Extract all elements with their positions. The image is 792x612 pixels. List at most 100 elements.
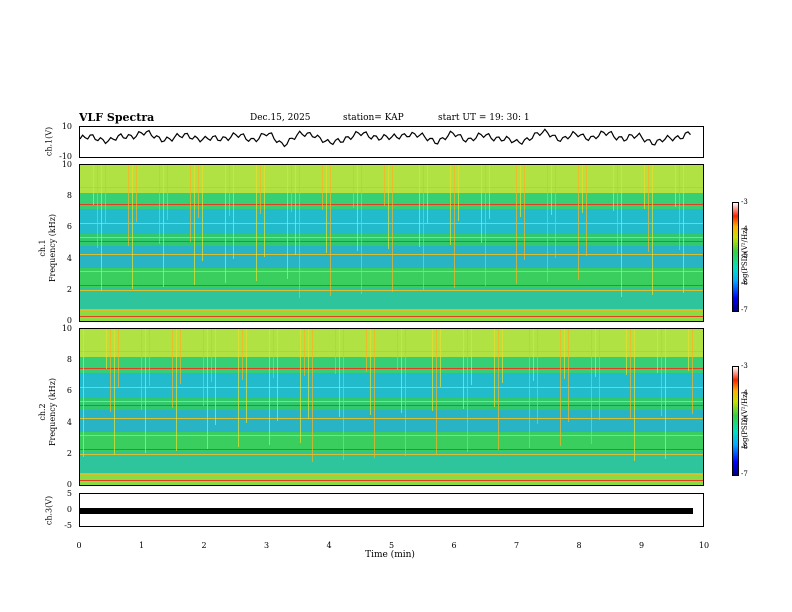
spectrogram-line-6 [80,241,703,243]
ch1-waveform-svg [80,128,691,148]
spectrogram-sferic-33 [229,165,230,216]
spectrogram-sferic-7 [172,329,173,408]
spectrogram-sferic-22 [401,329,402,413]
spectrogram-line-9 [80,368,703,369]
spec1-ytick-4: 4 [66,253,72,263]
x-tick-label-9: 9 [638,541,645,550]
spectrogram-sferic-13 [141,329,142,410]
colorbar1-tick--3: -3 [741,198,748,206]
spectrogram-line-9 [80,204,703,205]
spectrogram-line-4 [80,435,703,437]
spectrogram-line-6 [80,405,703,407]
spectrogram-sferic-38 [114,329,115,455]
spec2-ytick-0: 0 [66,480,72,489]
spectrogram-sferic-13 [128,165,129,246]
spectrogram-line-0 [80,480,703,482]
spectrogram-sferic-44 [83,329,84,457]
spectrogram-sferic-40 [295,165,296,255]
spectrogram-sferic-1 [190,165,191,242]
colorbar2-tick--3: -3 [741,362,748,370]
x-tick-label-2: 2 [201,541,207,550]
spectrogram-sferic-45 [180,329,181,384]
spectrogram-sferic-40 [308,329,309,419]
spectrogram-sferic-3 [397,329,398,370]
spectrogram-sferic-47 [361,165,362,294]
spectrogram-sferic-34 [339,329,340,417]
x-tick-label-5: 5 [388,541,395,550]
ch2-spectrogram-ylabel-freq: Frequency (kHz) [48,377,57,447]
spec2-ytick-10: 10 [61,324,72,333]
spec2-ytick-2: 2 [66,448,72,458]
x-tick-label-1: 1 [138,541,145,550]
ch1-spectrogram-ylabel-freq: Frequency (kHz) [48,213,57,283]
spectrogram-line-7 [80,400,703,402]
spectrogram-band-7 [80,472,703,485]
spec1-ytick-6: 6 [66,222,72,232]
date-label: Dec.15, 2025 [250,113,311,123]
colorbar1-tick--5: -5 [741,252,748,260]
spectrogram-sferic-28 [357,165,358,251]
spectrogram-sferic-50 [665,329,666,459]
spectrogram-sferic-1 [203,329,204,406]
spectrogram-line-3 [80,449,703,451]
x-tick-label-6: 6 [451,541,457,550]
spectrogram-sferic-12 [657,329,658,373]
spectrogram-sferic-4 [481,165,482,243]
spectrogram-sferic-21 [291,165,292,212]
spectrogram-line-4 [80,271,703,273]
spectrogram-line-7 [80,236,703,238]
spectrogram-sferic-10 [450,165,451,245]
spectrogram-sferic-4 [494,329,495,407]
spectrogram-sferic-5 [591,329,592,444]
spectrogram-sferic-19 [110,329,111,412]
spectrogram-line-5 [80,253,703,255]
spectrogram-sferic-17 [529,329,530,448]
ch1-waveform-panel [79,126,704,158]
spectrogram-sferic-36 [533,329,534,381]
spectrogram-sferic-8 [256,165,257,281]
spectrogram-sferic-56 [621,165,622,297]
spec2-ytick-4: 4 [66,417,72,427]
spectrogram-sferic-59 [299,165,300,298]
spectrogram-sferic-33 [242,329,243,380]
spectrogram-sferic-48 [458,165,459,221]
station-label: station= KAP [343,113,404,123]
spectrogram-sferic-25 [679,165,680,250]
spectrogram-sferic-9 [366,329,367,372]
colorbar1-tick--7: -7 [741,306,748,314]
spectrogram-sferic-0 [93,165,94,205]
spectrogram-sferic-17 [516,165,517,284]
spectrogram-sferic-16 [432,329,433,411]
spectrogram-sferic-8 [269,329,270,445]
spectrogram-sferic-37 [630,329,631,418]
colorbar2-tick--7: -7 [741,470,748,478]
ch1-colorbar-label: log(PSD)(V²/Hz) [741,227,749,285]
spectrogram-sferic-31 [661,329,662,416]
spectrogram-sferic-22 [388,165,389,249]
colorbar2-tick--4: -4 [741,389,748,397]
spectrogram-line-0 [80,316,703,318]
spectrogram-sferic-18 [613,165,614,211]
spectrogram-band-0 [80,329,703,358]
start-time-label: start UT = 19: 30: 1 [438,113,530,123]
colorbar2-tick--5: -5 [741,416,748,424]
spectrogram-sferic-56 [634,329,635,461]
spectrogram-sferic-3 [384,165,385,206]
spectrogram-sferic-49 [555,165,556,258]
spectrogram-sferic-41 [405,329,406,456]
spectrogram-sferic-51 [149,329,150,386]
spectrogram-sferic-46 [277,329,278,421]
spectrogram-sferic-20 [194,165,195,285]
x-axis-label: Time (min) [365,550,415,560]
spectrogram-sferic-37 [617,165,618,254]
spectrogram-sferic-24 [582,165,583,213]
spectrogram-sferic-53 [330,165,331,296]
spectrogram-sferic-55 [524,165,525,260]
spectrogram-sferic-32 [145,329,146,453]
spectrogram-sferic-23 [485,165,486,286]
spectrogram-sferic-21 [304,329,305,376]
spectrogram-sferic-54 [440,329,441,387]
spectrogram-sferic-15 [322,165,323,210]
spectrogram-sferic-52 [233,165,234,259]
ch2-colorbar-label: log(PSD)(V²/Hz) [741,391,749,449]
